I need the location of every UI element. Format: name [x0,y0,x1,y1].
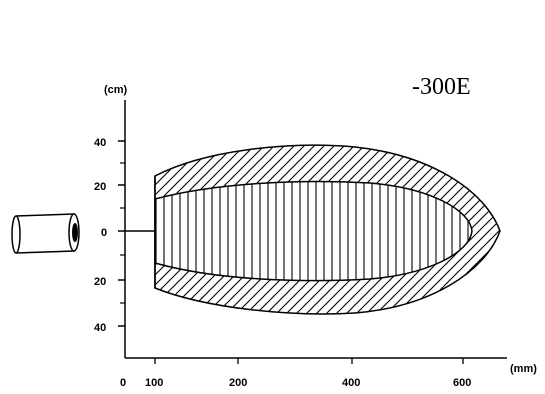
cylindrical-sensor-icon [11,213,80,254]
x-tick-label: 200 [229,377,247,389]
model-label: -300E [412,74,471,100]
x-tick-label: 600 [453,377,471,389]
y-tick-label: 40 [94,322,106,334]
x-tick-label: 0 [120,377,126,389]
y-tick-label: 40 [94,137,106,149]
x-tick-label: 100 [145,377,163,389]
x-axis-ticks [154,358,464,364]
x-axis-unit: (mm) [510,363,537,375]
y-tick-label: 20 [94,181,106,193]
x-tick-label: 400 [342,377,360,389]
inner-detection-zone [154,180,473,282]
y-axis-ticks [118,140,155,327]
y-axis-unit: (cm) [104,84,128,96]
y-tick-label: 20 [94,276,106,288]
y-tick-label: 0 [101,227,107,239]
